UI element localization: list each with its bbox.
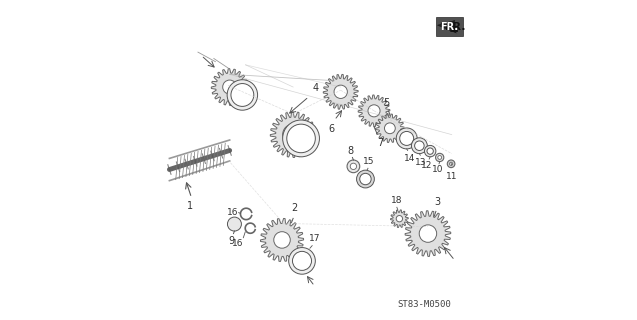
Circle shape xyxy=(283,124,304,145)
Text: 3: 3 xyxy=(434,196,441,207)
Circle shape xyxy=(287,124,315,153)
Polygon shape xyxy=(358,95,390,127)
FancyBboxPatch shape xyxy=(436,17,463,36)
Text: 16: 16 xyxy=(227,208,238,217)
Text: 4: 4 xyxy=(312,84,318,93)
Text: 8: 8 xyxy=(348,146,354,156)
Text: 11: 11 xyxy=(446,172,457,181)
Text: 10: 10 xyxy=(433,165,444,174)
Text: 16: 16 xyxy=(233,239,244,248)
Circle shape xyxy=(274,232,290,248)
Circle shape xyxy=(438,156,441,159)
Polygon shape xyxy=(438,20,457,33)
Circle shape xyxy=(357,170,375,188)
Polygon shape xyxy=(390,210,408,228)
Circle shape xyxy=(368,105,380,117)
Text: FR.: FR. xyxy=(445,22,466,32)
Circle shape xyxy=(227,80,257,110)
Polygon shape xyxy=(376,114,404,142)
Polygon shape xyxy=(261,219,304,261)
Polygon shape xyxy=(211,69,248,105)
Circle shape xyxy=(289,248,315,274)
Text: FR.: FR. xyxy=(440,22,458,32)
Circle shape xyxy=(450,162,453,165)
Polygon shape xyxy=(405,211,451,256)
Circle shape xyxy=(415,141,424,150)
Text: 17: 17 xyxy=(309,235,320,244)
Text: 5: 5 xyxy=(383,98,390,108)
Circle shape xyxy=(223,80,237,94)
Circle shape xyxy=(419,225,437,242)
Circle shape xyxy=(283,120,319,157)
Circle shape xyxy=(227,217,241,231)
Text: 1: 1 xyxy=(187,201,193,211)
Circle shape xyxy=(447,160,455,168)
Circle shape xyxy=(399,132,413,145)
Circle shape xyxy=(360,173,371,185)
Text: 18: 18 xyxy=(390,196,402,205)
Text: 9: 9 xyxy=(228,236,234,246)
Circle shape xyxy=(287,129,299,141)
Text: 7: 7 xyxy=(377,138,383,148)
Circle shape xyxy=(292,252,311,270)
Circle shape xyxy=(347,160,360,173)
Circle shape xyxy=(231,84,254,106)
Circle shape xyxy=(424,145,436,157)
Polygon shape xyxy=(270,112,316,157)
Text: 12: 12 xyxy=(421,161,433,170)
Circle shape xyxy=(385,123,396,134)
Text: 2: 2 xyxy=(292,203,298,213)
Text: 14: 14 xyxy=(403,154,415,163)
Circle shape xyxy=(427,148,433,154)
Circle shape xyxy=(396,128,417,149)
Circle shape xyxy=(396,215,403,222)
Polygon shape xyxy=(323,74,358,109)
Text: 13: 13 xyxy=(415,158,427,167)
Text: 15: 15 xyxy=(363,157,375,166)
Circle shape xyxy=(412,138,427,154)
Text: 6: 6 xyxy=(328,124,334,133)
Circle shape xyxy=(334,85,347,99)
Circle shape xyxy=(350,163,357,170)
Text: ST83-M0500: ST83-M0500 xyxy=(397,300,452,309)
Circle shape xyxy=(436,153,444,162)
